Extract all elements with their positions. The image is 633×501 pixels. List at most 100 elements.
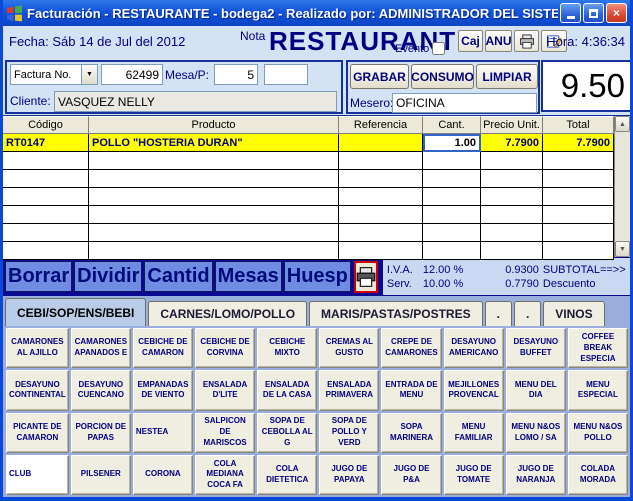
table-cell-empty	[3, 188, 89, 206]
borrar-button[interactable]: Borrar	[5, 261, 73, 292]
dividir-button[interactable]: Dividir	[74, 261, 143, 292]
menu-item-button[interactable]: DESAYUNO CUENCANO	[70, 370, 131, 411]
menu-item-button[interactable]: JUGO DE TOMATE	[443, 454, 504, 495]
menu-item-button[interactable]: COLADA MORADA	[567, 454, 628, 495]
menu-item-button[interactable]: CEBICHE MIXTO	[257, 328, 318, 369]
date-label: Fecha: Sáb 14 de Jul del 2012	[9, 34, 186, 49]
menu-item-button[interactable]: MENU ESPECIAL	[567, 370, 628, 411]
menu-item-button[interactable]: PORCION DE PAPAS	[70, 412, 131, 453]
receipt-print-button[interactable]	[353, 260, 378, 293]
table-cell-empty	[481, 224, 543, 242]
menu-item-button[interactable]: CEBICHE DE CAMARON	[132, 328, 194, 369]
table-cell-empty	[423, 152, 481, 170]
menu-item-button[interactable]: PICANTE DE CAMARON	[6, 412, 69, 453]
time-label: Hora: 4:36:34	[546, 34, 625, 49]
table-row-empty	[3, 242, 614, 260]
menu-item-button[interactable]: MENU FAMILIAR	[443, 412, 504, 453]
menu-item-button[interactable]: COLA DIETETICA	[257, 454, 318, 495]
tab-2[interactable]: CARNES/LOMO/POLLO	[148, 301, 308, 326]
scroll-up-icon[interactable]: ▲	[615, 116, 630, 132]
factura-combobox-value: Factura No.	[14, 68, 72, 81]
factura-combobox[interactable]: Factura No. ▼	[10, 64, 98, 85]
print-button[interactable]	[514, 30, 539, 52]
table-cell-empty	[339, 224, 423, 242]
servicio-line: Serv. 10.00 % 0.7790 Descuento 0.00 % 0.…	[387, 277, 630, 290]
menu-item-button[interactable]: ENSALADA D'LITE	[195, 370, 256, 411]
table-row[interactable]: RT0147 POLLO "HOSTERIA DURAN" 1.00 7.7900 7.…	[3, 134, 614, 152]
menu-item-button[interactable]: MENU DEL DIA	[505, 370, 566, 411]
menu-item-button[interactable]: DESAYUNO BUFFET	[505, 328, 566, 369]
table-cell-empty	[423, 242, 481, 260]
huesp-button[interactable]: Huesp	[283, 261, 351, 292]
menu-item-button[interactable]: JUGO DE PAPAYA	[319, 454, 380, 495]
menu-item-button[interactable]: CLUB	[6, 454, 69, 495]
table-row-empty	[3, 152, 614, 170]
menu-item-button[interactable]: CREPE DE CAMARONES	[381, 328, 442, 369]
menu-item-button[interactable]: SOPA DE CEBOLLA AL G	[257, 412, 318, 453]
cell-total: 7.7900	[543, 134, 614, 152]
menu-item-button[interactable]: COLA MEDIANA COCA FA	[195, 454, 256, 495]
close-icon: ×	[612, 6, 620, 20]
menu-item-button[interactable]: ENSALADA DE LA CASA	[257, 370, 318, 411]
close-button[interactable]: ×	[606, 3, 627, 23]
menu-item-button[interactable]: CREMAS AL GUSTO	[319, 328, 380, 369]
limpiar-button[interactable]: LIMPIAR	[476, 64, 538, 89]
cantid-button[interactable]: Cantid	[144, 261, 213, 292]
menu-item-button[interactable]: ENTRADA DE MENU	[381, 370, 442, 411]
menu-item-button[interactable]: JUGO DE NARANJA	[505, 454, 566, 495]
cell-producto: POLLO "HOSTERIA DURAN"	[89, 134, 339, 152]
mesero-field[interactable]	[392, 93, 537, 113]
table-cell-empty	[423, 170, 481, 188]
menu-item-button[interactable]: SOPA MARINERA	[381, 412, 442, 453]
menu-item-button[interactable]: MENU N&OS POLLO	[567, 412, 628, 453]
consumo-button[interactable]: CONSUMO	[411, 64, 474, 89]
maximize-button[interactable]	[583, 3, 604, 23]
table-cell-empty	[481, 206, 543, 224]
menu-item-button[interactable]: DESAYUNO CONTINENTAL	[6, 370, 69, 411]
menu-item-button[interactable]: CEBICHE DE CORVINA	[195, 328, 256, 369]
items-table-body: RT0147 POLLO "HOSTERIA DURAN" 1.00 7.7900 7.…	[3, 134, 630, 260]
grabar-button[interactable]: GRABAR	[350, 64, 409, 89]
evento-checkbox[interactable]	[432, 42, 446, 55]
minimize-icon	[566, 16, 575, 19]
chevron-down-icon[interactable]: ▼	[81, 65, 97, 84]
tab-1[interactable]: CEBI/SOP/ENS/BEBI	[5, 298, 147, 326]
descuento-label: Descuento	[542, 277, 596, 290]
menu-item-button[interactable]: COFFEE BREAK ESPECIA	[567, 328, 628, 369]
menu-item-button[interactable]: MENU N&OS LOMO / SA	[505, 412, 566, 453]
menu-item-button[interactable]: SOPA DE POLLO Y VERD	[319, 412, 380, 453]
caj-button[interactable]: Caj	[458, 30, 483, 52]
cell-cant[interactable]: 1.00	[423, 134, 481, 152]
mesa-field[interactable]	[214, 64, 258, 85]
scroll-down-icon[interactable]: ▼	[615, 241, 630, 257]
cliente-field[interactable]	[54, 91, 337, 112]
tab-3[interactable]: MARIS/PASTAS/POSTRES	[309, 301, 483, 326]
menu-item-button[interactable]: JUGO DE P&A	[381, 454, 442, 495]
menu-item-button[interactable]: MEJILLONES PROVENCAL	[443, 370, 504, 411]
table-cell-empty	[89, 206, 339, 224]
menu-item-button[interactable]: NESTEA	[132, 412, 194, 453]
tab-6[interactable]: VINOS	[543, 301, 605, 326]
menu-item-button[interactable]: EMPANADAS DE VIENTO	[132, 370, 194, 411]
menu-item-button[interactable]: SALPICON DE MARISCOS	[195, 412, 256, 453]
menu-item-button[interactable]: DESAYUNO AMERICANO	[443, 328, 504, 369]
table-cell-empty	[543, 242, 614, 260]
mesas-button[interactable]: Mesas	[214, 261, 282, 292]
menu-item-button[interactable]: ENSALADA PRIMAVERA	[319, 370, 380, 411]
tab-5[interactable]: .	[513, 301, 542, 326]
menu-item-button[interactable]: CAMARONES AL AJILLO	[6, 328, 69, 369]
table-cell-empty	[3, 206, 89, 224]
note-edit-icon	[546, 34, 562, 48]
menu-item-button[interactable]: CORONA	[132, 454, 194, 495]
minimize-button[interactable]	[560, 3, 581, 23]
menu-item-button[interactable]: CAMARONES APANADOS E	[70, 328, 131, 369]
table-cell-empty	[543, 152, 614, 170]
factura-number-field[interactable]	[101, 64, 163, 85]
menu-item-button[interactable]: PILSENER	[70, 454, 131, 495]
table-scrollbar[interactable]: ▲ ▼	[614, 116, 630, 257]
note-edit-button[interactable]	[541, 30, 567, 52]
extra-field[interactable]	[264, 64, 308, 85]
anu-button[interactable]: ANU	[485, 30, 512, 52]
column-header: Total	[543, 116, 614, 134]
tab-4[interactable]: .	[484, 301, 512, 326]
